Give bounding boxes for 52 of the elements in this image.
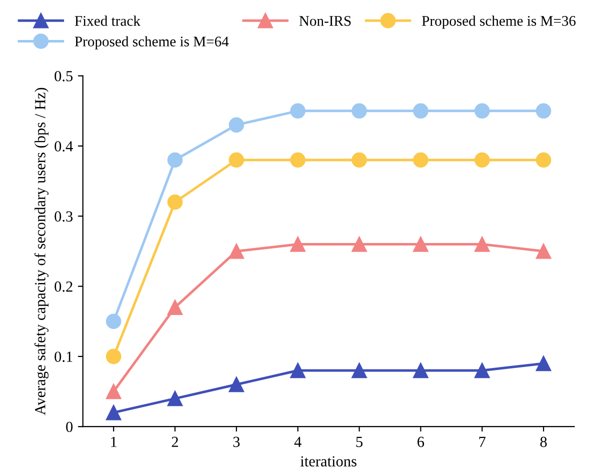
x-tick-label: 1 (111, 436, 116, 447)
y-tick-label: 0.2 (54, 281, 72, 292)
point (474, 152, 490, 168)
point (228, 117, 244, 133)
point (106, 348, 122, 364)
x-tick-label: 4 (294, 436, 302, 447)
point (536, 356, 552, 372)
point (352, 103, 367, 119)
point (352, 362, 367, 378)
x-axis-title: iterations (300, 456, 356, 466)
legend-label: Proposed scheme is M=64 (74, 36, 229, 50)
point (167, 300, 183, 315)
point (290, 152, 306, 168)
x-tick-label: 2 (172, 436, 178, 447)
y-tick-label: 0.4 (54, 141, 73, 152)
y-tick-label: 0.5 (54, 70, 73, 82)
point (536, 152, 552, 168)
point (413, 152, 428, 168)
point (352, 236, 367, 252)
point (106, 404, 122, 420)
point (106, 384, 122, 400)
y-tick-label: 0.3 (54, 211, 73, 222)
point (413, 103, 428, 119)
point (167, 194, 183, 210)
point (167, 390, 183, 406)
point (167, 152, 183, 168)
legend-label: Non-IRS (299, 16, 351, 26)
point (413, 362, 428, 378)
y-axis-title: Average safety capacity of secondary users (bps / Hz) (34, 88, 49, 416)
point (228, 376, 244, 392)
point (474, 236, 490, 252)
x-tick-label: 8 (540, 436, 547, 448)
point (290, 362, 306, 378)
point (474, 103, 490, 119)
y-tick-label: 0.1 (54, 352, 72, 362)
x-tick-label: 5 (356, 436, 362, 448)
point (228, 244, 244, 259)
y-tick-label: 0 (66, 422, 73, 432)
point (106, 314, 122, 330)
point (536, 244, 552, 259)
x-tick-label: 3 (233, 436, 240, 448)
x-tick-label: 6 (418, 436, 424, 448)
x-tick-label: 7 (479, 436, 486, 447)
point (290, 236, 306, 252)
point (352, 152, 367, 168)
point (290, 103, 306, 119)
legend-label: Proposed scheme is M=36 (422, 16, 576, 29)
point (413, 236, 428, 252)
point (474, 362, 490, 378)
point (536, 103, 552, 119)
point (228, 152, 244, 168)
legend-label: Fixed track (74, 16, 140, 26)
